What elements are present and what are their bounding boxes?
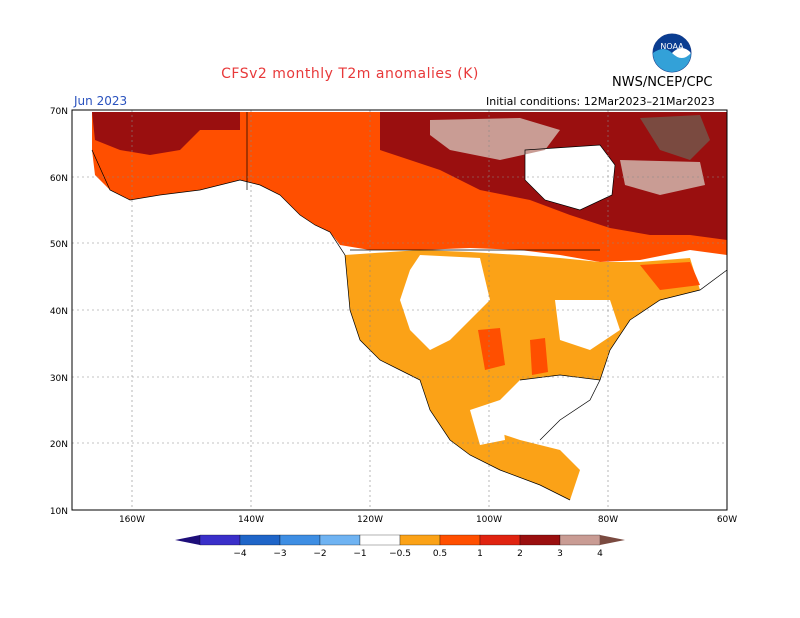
colorbar-segment (519, 534, 561, 546)
colorbar-label: 1 (477, 549, 483, 559)
map-title: CFSv2 monthly T2m anomalies (K) (221, 66, 479, 82)
colorbar-label: −0.5 (389, 549, 411, 559)
lon-label: 60W (717, 515, 737, 525)
colorbar-segment (559, 534, 601, 546)
initial-conditions: Initial conditions: 12Mar2023–21Mar2023 (486, 95, 715, 108)
colorbar-label: −1 (353, 549, 366, 559)
colorbar-arrow-right (600, 535, 625, 545)
noaa-logo: NOAA (652, 33, 692, 73)
lat-label: 40N (50, 307, 68, 317)
colorbar-label: −3 (273, 549, 286, 559)
map-frame (71, 109, 728, 511)
lon-label: 160W (119, 515, 145, 525)
logo-text: NOAA (660, 42, 684, 51)
colorbar-segment (319, 534, 361, 546)
lat-label: 30N (50, 374, 68, 384)
colorbar-label: −2 (313, 549, 326, 559)
organization-label: NWS/NCEP/CPC (612, 75, 713, 90)
colorbar-label: 2 (517, 549, 523, 559)
lat-label: 70N (50, 107, 68, 117)
colorbar-label: 4 (597, 549, 603, 559)
lat-label: 50N (50, 240, 68, 250)
lat-label: 20N (50, 440, 68, 450)
colorbar-segment (359, 534, 401, 546)
colorbar-segment (239, 534, 281, 546)
graticule (72, 110, 727, 510)
colorbar-arrow-left (175, 535, 200, 545)
colorbar-label: 3 (557, 549, 563, 559)
lon-label: 80W (598, 515, 618, 525)
colorbar-segment (279, 534, 321, 546)
lon-label: 100W (476, 515, 502, 525)
longitude-labels: 160W 140W 120W 100W 80W 60W (119, 515, 737, 525)
colorbar-segment (399, 534, 441, 546)
lon-label: 140W (238, 515, 264, 525)
colorbar: −4 −3 −2 −1 −0.5 0.5 1 2 3 4 (175, 534, 625, 559)
coastlines (91, 112, 728, 501)
colorbar-label: 0.5 (433, 549, 447, 559)
colorbar-segment (199, 534, 241, 546)
colorbar-segment (439, 534, 481, 546)
lat-label: 60N (50, 174, 68, 184)
latitude-labels: 70N 60N 50N 40N 30N 20N 10N (50, 107, 68, 517)
colorbar-label: −4 (233, 549, 247, 559)
lat-label: 10N (50, 507, 68, 517)
lon-label: 120W (357, 515, 383, 525)
forecast-month: Jun 2023 (74, 94, 128, 108)
colorbar-segment (479, 534, 521, 546)
anomaly-fill (92, 112, 727, 500)
